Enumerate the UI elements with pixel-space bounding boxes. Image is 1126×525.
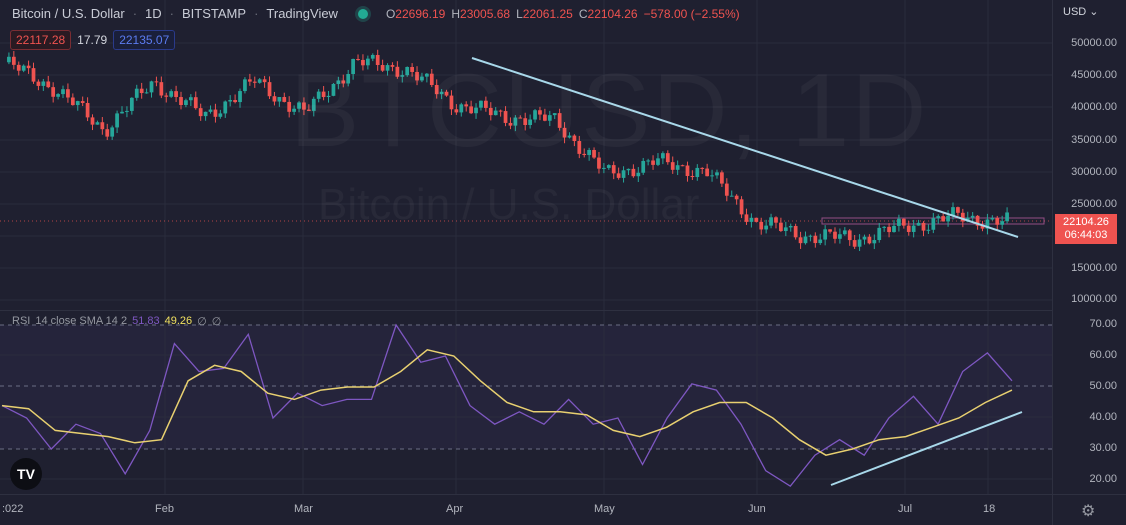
high-value: 23005.68 bbox=[460, 6, 511, 21]
time-tick: :022 bbox=[2, 503, 24, 515]
buy-sell-panel: 22117.28 17.79 22135.07 bbox=[10, 30, 176, 50]
spread-value: 17.79 bbox=[77, 33, 108, 47]
symbol-name[interactable]: Bitcoin / U.S. Dollar bbox=[12, 6, 125, 21]
rsi-title: RSI bbox=[12, 315, 31, 327]
rsi-extra-2: ∅ bbox=[211, 316, 222, 328]
price-tick: 15000.00 bbox=[1071, 262, 1117, 274]
ohlc-values: O22696.19 H23005.68 L22061.25 C22104.26 … bbox=[385, 6, 740, 21]
rsi-tick: 50.00 bbox=[1089, 380, 1117, 392]
time-tick: Jul bbox=[898, 503, 913, 515]
rsi-pane[interactable]: RSI 14 close SMA 14 2 51.83 49.26 ∅ ∅ bbox=[0, 310, 1052, 495]
price-tick: 10000.00 bbox=[1071, 293, 1117, 305]
rsi-line bbox=[1, 323, 1013, 488]
price-tick: 25000.00 bbox=[1071, 198, 1117, 210]
rsi-extra-1: ∅ bbox=[197, 316, 207, 328]
time-tick: Jun bbox=[748, 503, 766, 515]
current-price-label: 22104.26 06:44:03 bbox=[1055, 214, 1117, 244]
time-tick: 18 bbox=[983, 503, 996, 515]
gear-icon[interactable]: ⚙ bbox=[1081, 503, 1096, 520]
time-axis[interactable]: :022 Feb Mar Apr May Jun Jul 18 bbox=[0, 494, 1052, 525]
market-status-icon bbox=[357, 8, 368, 19]
symbol-legend[interactable]: Bitcoin / U.S. Dollar · 1D · BITSTAMP · … bbox=[12, 6, 740, 21]
sell-button[interactable]: 22117.28 bbox=[10, 30, 72, 50]
tradingview-logo-icon[interactable]: TV bbox=[10, 458, 42, 490]
open-value: 22696.19 bbox=[395, 6, 446, 21]
time-tick: Mar bbox=[294, 503, 313, 515]
rsi-tick: 20.00 bbox=[1089, 473, 1117, 485]
rsi-sma-line bbox=[1, 348, 1013, 456]
source: TradingView bbox=[266, 6, 338, 21]
price-axis[interactable]: USD ⌄ 50000.00 45000.00 40000.00 35000.0… bbox=[1052, 0, 1126, 494]
rsi-tick: 60.00 bbox=[1089, 349, 1117, 361]
chart-settings[interactable]: ⚙ bbox=[1052, 494, 1126, 525]
candlesticks bbox=[7, 49, 1009, 252]
rsi-tick: 30.00 bbox=[1089, 442, 1117, 454]
price-tick: 40000.00 bbox=[1071, 101, 1117, 113]
rsi-params: 14 close SMA 14 2 bbox=[35, 315, 128, 327]
price-tick: 30000.00 bbox=[1071, 166, 1117, 178]
time-tick: May bbox=[594, 503, 615, 515]
interval[interactable]: 1D bbox=[145, 6, 162, 21]
rsi-value: 51.83 bbox=[132, 315, 160, 327]
price-tick: 45000.00 bbox=[1071, 69, 1117, 81]
price-pane[interactable]: BTCUSD, 1D Bitcoin / U.S. Dollar Bitcoin… bbox=[0, 0, 1052, 310]
ascending-trendline bbox=[830, 411, 1023, 486]
price-grid bbox=[0, 0, 1052, 310]
chevron-down-icon: ⌄ bbox=[1089, 6, 1099, 18]
price-tick: 50000.00 bbox=[1071, 37, 1117, 49]
price-tick: 35000.00 bbox=[1071, 134, 1117, 146]
rsi-chart-svg bbox=[0, 311, 1052, 495]
bar-countdown: 06:44:03 bbox=[1064, 229, 1108, 241]
rsi-legend[interactable]: RSI 14 close SMA 14 2 51.83 49.26 ∅ ∅ bbox=[12, 315, 221, 328]
low-value: 22061.25 bbox=[522, 6, 573, 21]
descending-trendline bbox=[471, 57, 1019, 238]
time-tick: Apr bbox=[446, 503, 464, 515]
exchange: BITSTAMP bbox=[182, 6, 247, 21]
time-tick: Feb bbox=[155, 503, 174, 515]
rsi-tick: 70.00 bbox=[1089, 318, 1117, 330]
buy-button[interactable]: 22135.07 bbox=[113, 30, 176, 50]
rsi-tick: 40.00 bbox=[1089, 411, 1117, 423]
currency-selector[interactable]: USD ⌄ bbox=[1063, 6, 1099, 18]
price-chart-svg bbox=[0, 0, 1052, 310]
change-value: −578.00 (−2.55%) bbox=[643, 6, 740, 21]
close-value: 22104.26 bbox=[587, 6, 638, 21]
rsi-sma-value: 49.26 bbox=[164, 315, 193, 327]
